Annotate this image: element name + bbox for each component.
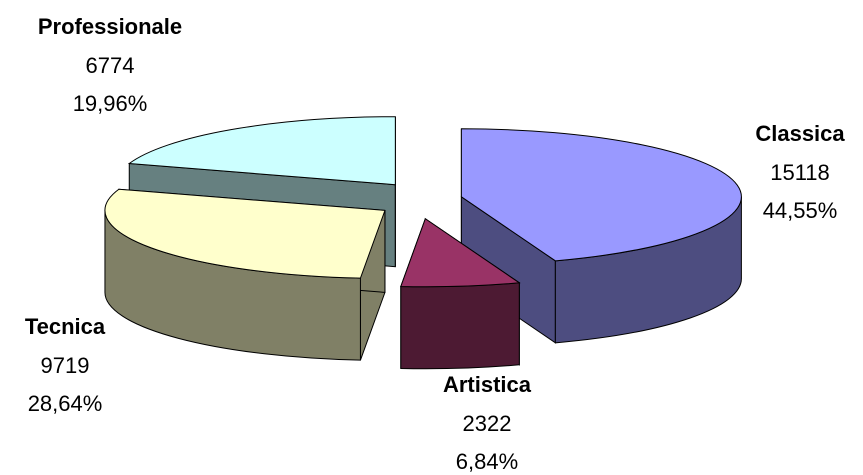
percent-label: 28,64% xyxy=(28,391,103,416)
value-label: 2322 xyxy=(463,411,512,436)
percent-label: 6,84% xyxy=(456,449,518,474)
value-label: 9719 xyxy=(41,353,90,378)
slice xyxy=(400,217,521,288)
slice xyxy=(104,188,386,279)
percent-label: 44,55% xyxy=(763,198,838,223)
slice-label: Classica xyxy=(755,121,845,146)
value-label: 15118 xyxy=(770,160,830,185)
value-label: 6774 xyxy=(86,53,135,78)
slice-label: Artistica xyxy=(443,372,532,397)
percent-label: 19,96% xyxy=(73,91,148,116)
slice-label: Tecnica xyxy=(25,314,106,339)
slice-wall xyxy=(400,282,520,370)
slice xyxy=(127,116,396,186)
slice xyxy=(460,128,742,262)
slice-label: Professionale xyxy=(38,14,182,39)
